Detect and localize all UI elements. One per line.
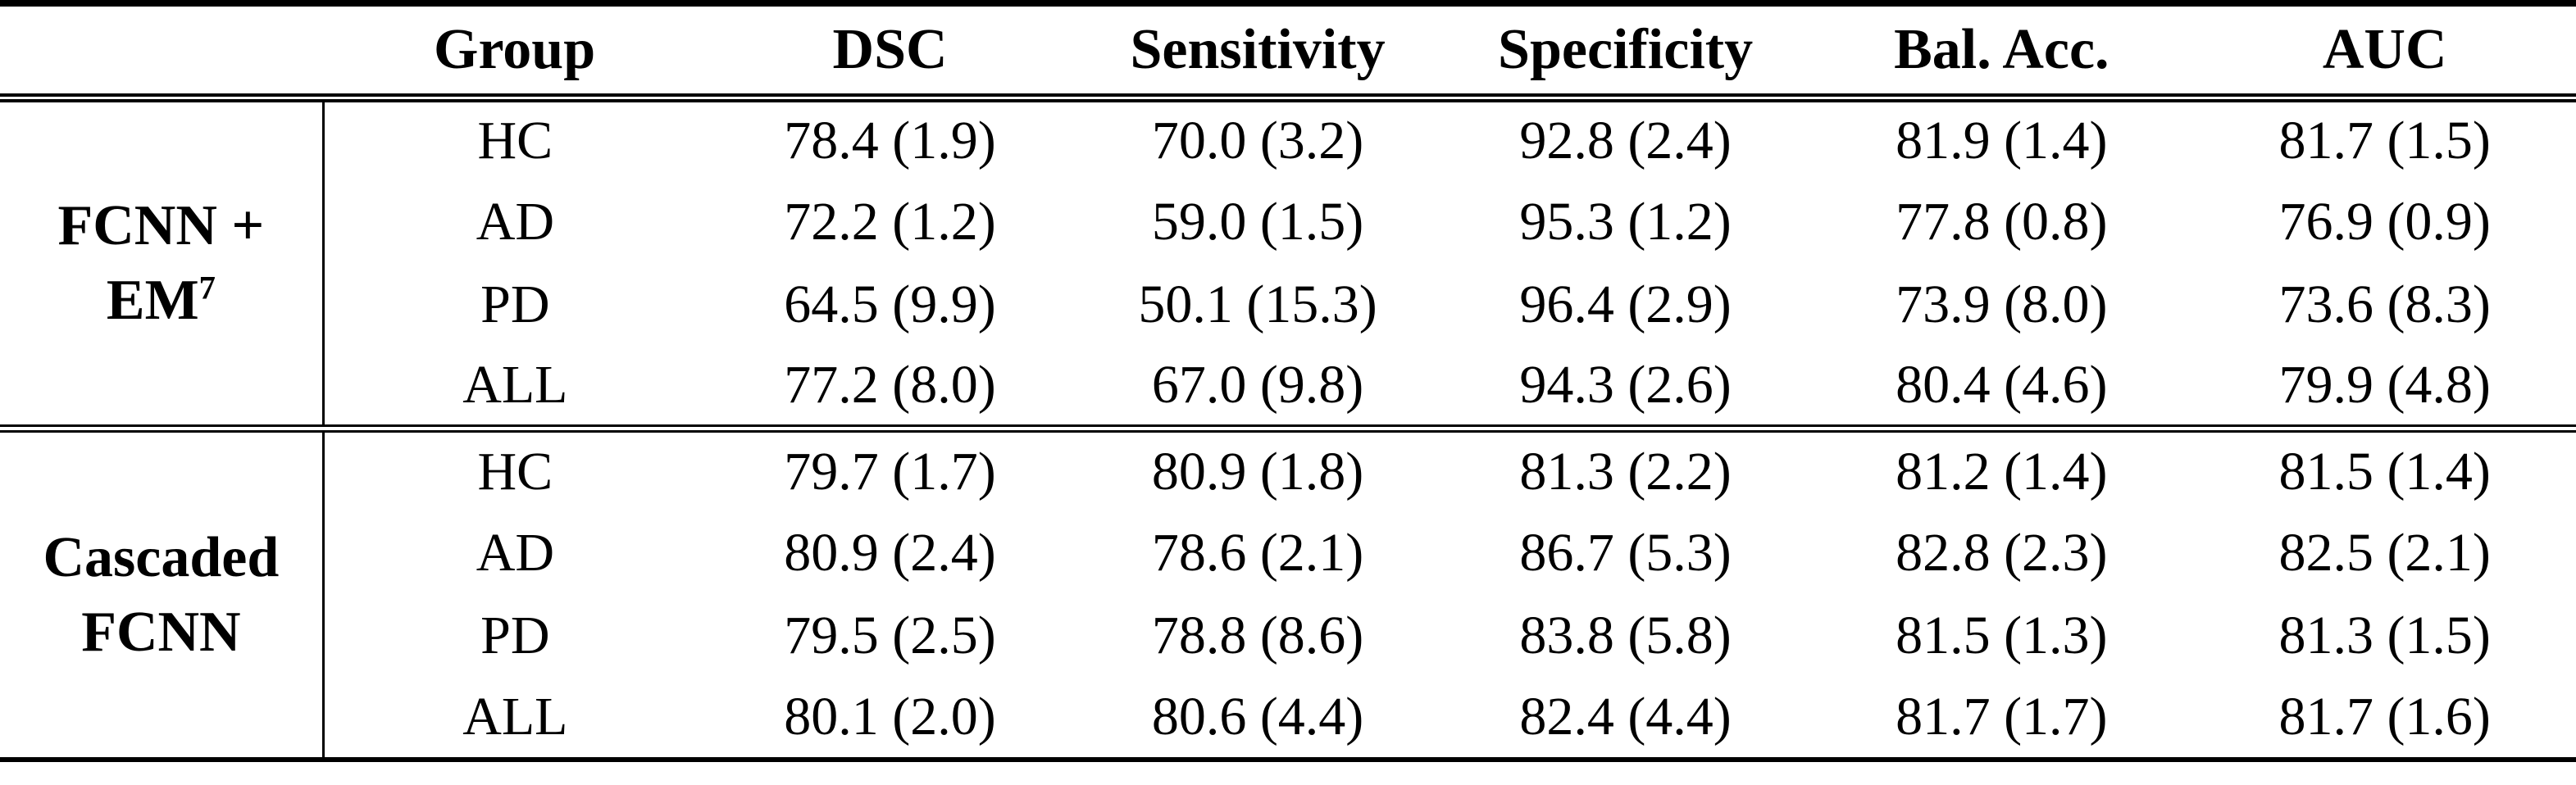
auc-cell: 81.3 (1.5) <box>2278 605 2491 665</box>
sensitivity-cell: 59.0 (1.5) <box>1151 191 1364 252</box>
sensitivity-cell: 67.0 (9.8) <box>1151 355 1364 415</box>
specificity-cell: 82.4 (4.4) <box>1519 687 1732 746</box>
specificity-cell: 86.7 (5.3) <box>1519 522 1732 583</box>
col-header-bal-acc: Bal. Acc. <box>1894 17 2109 81</box>
specificity-cell: 94.3 (2.6) <box>1519 355 1732 415</box>
group-cell: PD <box>480 605 550 665</box>
group-cell: HC <box>477 442 553 501</box>
bal-acc-cell: 80.4 (4.6) <box>1896 355 2108 415</box>
auc-cell: 81.7 (1.6) <box>2278 687 2491 746</box>
sensitivity-cell: 80.9 (1.8) <box>1151 442 1364 501</box>
results-table: Group DSC Sensitivity Specificity Bal. A… <box>0 0 2576 762</box>
sensitivity-cell: 78.6 (2.1) <box>1151 522 1364 583</box>
auc-cell: 81.7 (1.5) <box>2278 111 2491 171</box>
sensitivity-cell: 70.0 (3.2) <box>1151 111 1364 171</box>
group-cell: HC <box>477 111 553 171</box>
col-header-group: Group <box>434 17 596 81</box>
bal-acc-cell: 81.9 (1.4) <box>1896 111 2108 171</box>
bal-acc-cell: 77.8 (0.8) <box>1896 191 2108 252</box>
dsc-cell: 64.5 (9.9) <box>784 274 996 334</box>
group-cell: PD <box>480 274 550 334</box>
specificity-cell: 81.3 (2.2) <box>1519 442 1732 501</box>
dsc-cell: 80.9 (2.4) <box>784 522 996 583</box>
auc-cell: 82.5 (2.1) <box>2278 522 2491 583</box>
group-cell: ALL <box>462 687 568 746</box>
dsc-cell: 72.2 (1.2) <box>784 191 996 252</box>
col-header-dsc: DSC <box>832 17 948 81</box>
table-row: AD 72.2 (1.2) 59.0 (1.5) 95.3 (1.2) 77.8… <box>0 180 2576 263</box>
group-cell: AD <box>476 522 555 583</box>
bal-acc-cell: 73.9 (8.0) <box>1896 274 2108 334</box>
col-header-sensitivity: Sensitivity <box>1130 17 1386 81</box>
dsc-cell: 79.7 (1.7) <box>784 442 996 501</box>
method-label-cascaded-fcnn: Cascaded FCNN <box>0 429 325 760</box>
method-line2: FCNN <box>81 601 241 664</box>
specificity-cell: 92.8 (2.4) <box>1519 111 1732 171</box>
method-line1: Cascaded <box>43 526 280 589</box>
auc-cell: 76.9 (0.9) <box>2278 191 2491 252</box>
method-label-fcnn-em: FCNN + EM7 <box>0 98 325 429</box>
bal-acc-cell: 81.2 (1.4) <box>1896 442 2108 501</box>
method-superscript: 7 <box>198 269 216 306</box>
specificity-cell: 83.8 (5.8) <box>1519 605 1732 665</box>
dsc-cell: 80.1 (2.0) <box>784 687 996 746</box>
col-header-specificity: Specificity <box>1498 17 1754 81</box>
sensitivity-cell: 80.6 (4.4) <box>1151 687 1364 746</box>
corner-blank-cell <box>0 3 323 98</box>
table-row: PD 79.5 (2.5) 78.8 (8.6) 83.8 (5.8) 81.5… <box>0 594 2576 677</box>
group-cell: AD <box>476 191 555 252</box>
dsc-cell: 77.2 (8.0) <box>784 355 996 415</box>
bal-acc-cell: 81.5 (1.3) <box>1896 605 2108 665</box>
table-row: PD 64.5 (9.9) 50.1 (15.3) 96.4 (2.9) 73.… <box>0 263 2576 346</box>
method-line1: FCNN + <box>57 194 265 258</box>
table-row: Cascaded FCNN HC 79.7 (1.7) 80.9 (1.8) 8… <box>0 429 2576 760</box>
table-row: FCNN + EM7 HC 78.4 (1.9) 70.0 (3.2) 92.8… <box>0 98 2576 429</box>
table-row: ALL 77.2 (8.0) 67.0 (9.8) 94.3 (2.6) 80.… <box>0 346 2576 429</box>
sensitivity-cell: 78.8 (8.6) <box>1151 605 1364 665</box>
table-row: AD 80.9 (2.4) 78.6 (2.1) 86.7 (5.3) 82.8… <box>0 511 2576 594</box>
method-line2: EM <box>106 269 199 333</box>
auc-cell: 79.9 (4.8) <box>2278 355 2491 415</box>
auc-cell: 73.6 (8.3) <box>2278 274 2491 334</box>
dsc-cell: 78.4 (1.9) <box>784 111 996 171</box>
dsc-cell: 79.5 (2.5) <box>784 605 996 665</box>
col-header-auc: AUC <box>2322 17 2447 81</box>
sensitivity-cell: 50.1 (15.3) <box>1138 274 1377 334</box>
bal-acc-cell: 81.7 (1.7) <box>1896 687 2108 746</box>
specificity-cell: 96.4 (2.9) <box>1519 274 1732 334</box>
auc-cell: 81.5 (1.4) <box>2278 442 2491 501</box>
specificity-cell: 95.3 (1.2) <box>1519 191 1732 252</box>
group-cell: ALL <box>462 355 568 415</box>
bal-acc-cell: 82.8 (2.3) <box>1896 522 2108 583</box>
header-row: Group DSC Sensitivity Specificity Bal. A… <box>0 3 2576 98</box>
table-row: ALL 80.1 (2.0) 80.6 (4.4) 82.4 (4.4) 81.… <box>0 677 2576 760</box>
